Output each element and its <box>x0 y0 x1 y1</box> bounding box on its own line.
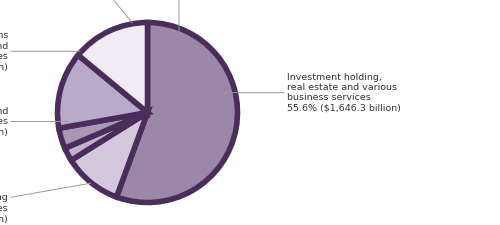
Wedge shape <box>78 22 148 112</box>
Text: Wholesale, retail and
import/export trades
13.8% ($408.8 billion): Wholesale, retail and import/export trad… <box>0 107 68 136</box>
Wedge shape <box>71 112 148 197</box>
Wedge shape <box>116 22 238 202</box>
Text: Insurance
2.4% ($71.0 billion): Insurance 2.4% ($71.0 billion) <box>47 0 140 23</box>
Text: Other activities
10.5% ($310.9 billion): Other activities 10.5% ($310.9 billion) <box>126 0 232 31</box>
Text: Banks and deposit-taking
companies
14.0% ($414.6 billion): Banks and deposit-taking companies 14.0%… <box>0 183 91 223</box>
Wedge shape <box>65 112 148 160</box>
Text: Financial institutions
other than banks and
deposit-taking companies
3.7% ($108.: Financial institutions other than banks … <box>0 31 80 71</box>
Wedge shape <box>59 112 148 148</box>
Text: Investment holding,
real estate and various
business services
55.6% ($1,646.3 bi: Investment holding, real estate and vari… <box>224 73 401 113</box>
Wedge shape <box>58 55 148 128</box>
